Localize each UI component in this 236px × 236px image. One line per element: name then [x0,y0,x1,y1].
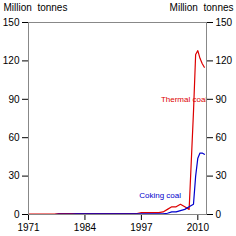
svg-text:Thermal coal: Thermal coal [161,95,207,104]
svg-text:150: 150 [216,17,233,28]
svg-text:90: 90 [216,94,228,105]
svg-text:1997: 1997 [130,222,153,233]
svg-text:Million tonnes: Million tonnes [170,2,234,13]
svg-text:0: 0 [216,209,222,220]
svg-text:2010: 2010 [187,222,210,233]
svg-text:30: 30 [216,170,228,181]
svg-text:60: 60 [8,132,20,143]
svg-text:1971: 1971 [17,222,40,233]
svg-text:60: 60 [216,132,228,143]
svg-text:90: 90 [8,94,20,105]
svg-text:120: 120 [216,55,233,66]
svg-text:150: 150 [3,17,20,28]
svg-text:0: 0 [14,209,20,220]
svg-text:Coking coal: Coking coal [139,191,181,200]
svg-text:120: 120 [3,55,20,66]
svg-text:Million tonnes: Million tonnes [4,2,68,13]
svg-text:1984: 1984 [74,222,97,233]
svg-text:30: 30 [8,170,20,181]
